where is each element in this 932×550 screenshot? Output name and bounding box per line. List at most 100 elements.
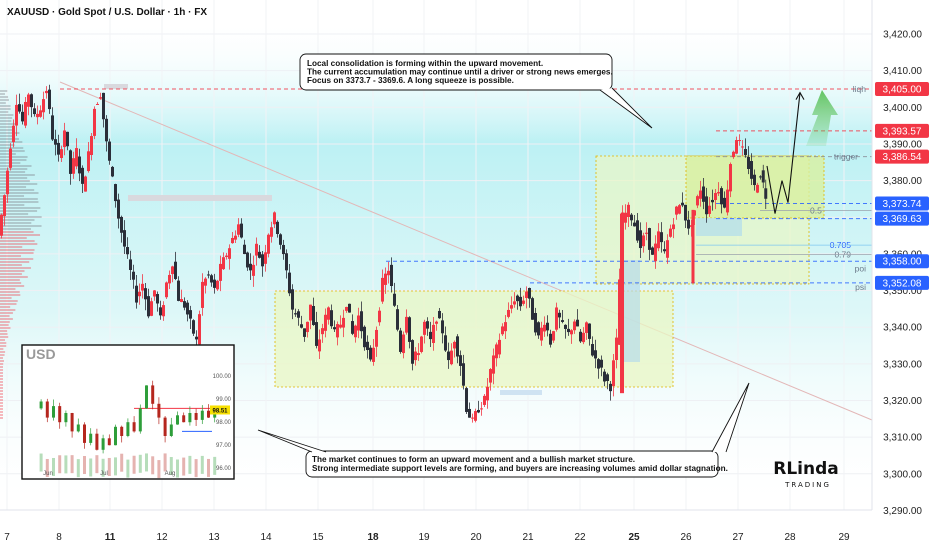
candle-body — [276, 221, 279, 234]
candle-body — [81, 167, 84, 184]
candle — [96, 102, 99, 105]
candle — [441, 313, 444, 344]
inset-candle — [194, 408, 198, 478]
projection-arrowhead — [795, 91, 805, 100]
candle-body — [546, 322, 549, 331]
candle — [378, 307, 381, 326]
candle-body — [675, 206, 678, 215]
level-label: poi — [855, 264, 866, 274]
candle-body — [240, 223, 243, 238]
candle — [54, 129, 57, 156]
price-tag-label: 3,373.74 — [883, 199, 922, 210]
candle — [198, 310, 201, 347]
time-axis-tick: 29 — [838, 532, 850, 543]
candle-body — [588, 323, 591, 339]
candle-body — [201, 281, 204, 308]
volume-bar — [0, 393, 3, 395]
candle — [306, 321, 309, 338]
candle-body — [606, 374, 609, 381]
candle-body — [531, 298, 534, 320]
candle — [528, 287, 531, 308]
candle-body — [297, 311, 300, 318]
candle — [468, 402, 471, 418]
candle-body — [408, 317, 411, 342]
price-tag-label: 3,393.57 — [883, 126, 922, 137]
candle — [159, 300, 162, 320]
candle-body — [663, 249, 666, 252]
time-axis-tick: 12 — [156, 532, 168, 543]
volume-bar — [0, 414, 3, 416]
candle — [453, 340, 456, 358]
inset-candle-body — [151, 385, 155, 404]
candle-body — [366, 341, 369, 351]
candle — [761, 164, 765, 189]
candle — [384, 267, 387, 294]
candle-body — [624, 212, 627, 223]
inset-candle-body — [89, 433, 93, 443]
candle — [741, 139, 744, 156]
candle-body — [723, 197, 726, 208]
volume-bar — [0, 120, 12, 122]
candle-body — [156, 294, 159, 304]
candle — [438, 308, 441, 319]
candle — [147, 288, 150, 319]
bottom-note-pointer-left — [257, 429, 327, 453]
price-tag-bg — [875, 196, 929, 211]
candle-body — [237, 224, 240, 235]
top-note-line: Focus on 3373.7 - 3369.6. A long squeeze… — [307, 76, 514, 85]
candle — [141, 274, 144, 299]
volume-bar — [0, 210, 38, 212]
volume-bar — [0, 297, 12, 299]
candle-body — [225, 255, 228, 257]
candle — [138, 283, 141, 305]
volume-bar — [0, 189, 35, 191]
candle — [639, 222, 642, 259]
inset-candle-body — [200, 410, 204, 420]
candle — [609, 380, 612, 401]
candle-body — [90, 136, 93, 156]
inset-candle — [207, 404, 210, 477]
candle-body — [528, 287, 531, 299]
inset-candle-body — [194, 413, 198, 420]
candle-body — [306, 321, 309, 333]
inset-x-tick: Aug — [165, 471, 176, 477]
candle-body — [432, 324, 435, 343]
volume-bar — [0, 138, 19, 140]
inset-title: USD — [26, 346, 56, 362]
candle — [345, 306, 348, 313]
inset-price-tag-bg — [210, 405, 230, 415]
candle — [3, 194, 6, 226]
candle-body — [249, 263, 252, 271]
candles-layer — [0, 84, 768, 423]
candle-body — [699, 190, 702, 199]
time-axis-tick: 21 — [522, 532, 534, 543]
candle-body — [309, 304, 312, 321]
candle-body — [570, 330, 573, 335]
candle-body — [549, 333, 552, 345]
candle-body — [708, 205, 711, 214]
candle-body — [552, 331, 555, 341]
candle-body — [150, 301, 153, 316]
candle — [219, 255, 222, 292]
candle — [573, 319, 576, 334]
candle — [57, 134, 60, 162]
candle — [471, 413, 474, 423]
time-axis-panel[interactable] — [0, 510, 872, 550]
candle-body — [696, 196, 699, 206]
candle — [507, 302, 510, 319]
candle — [435, 320, 438, 331]
candle — [81, 165, 84, 193]
price-tag-bg — [875, 211, 929, 226]
candle-body — [333, 327, 336, 330]
candle — [30, 93, 33, 118]
candle-body — [279, 234, 282, 245]
time-axis-tick: 11 — [105, 532, 116, 543]
candle-body — [759, 176, 762, 178]
candle-body — [228, 248, 231, 259]
candle-body — [234, 235, 237, 240]
candle — [189, 305, 192, 330]
price-tag-label: 3,358.00 — [883, 257, 922, 268]
candle — [330, 304, 333, 329]
volume-bar — [0, 219, 35, 221]
volume-bar — [0, 360, 4, 362]
